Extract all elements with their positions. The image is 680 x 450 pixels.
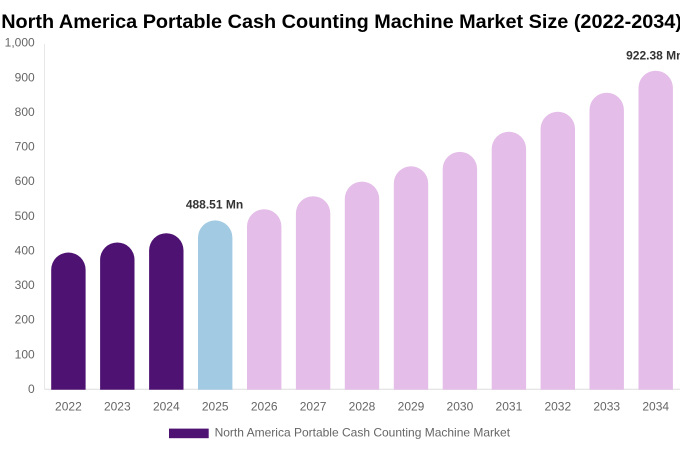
svg-text:2029: 2029 [398, 400, 425, 414]
svg-text:2026: 2026 [251, 400, 278, 414]
svg-text:2024: 2024 [153, 400, 180, 414]
svg-text:2027: 2027 [300, 400, 327, 414]
svg-text:400: 400 [15, 244, 35, 258]
svg-text:2032: 2032 [544, 400, 571, 414]
svg-text:922.38 Mn: 922.38 Mn [626, 49, 680, 63]
svg-text:North America Portable Cash Co: North America Portable Cash Counting Mac… [1, 11, 680, 33]
svg-text:500: 500 [15, 209, 35, 223]
svg-text:1,000: 1,000 [5, 36, 35, 50]
svg-text:300: 300 [15, 278, 35, 292]
svg-text:100: 100 [15, 347, 35, 361]
svg-text:2025: 2025 [202, 400, 229, 414]
svg-text:2023: 2023 [104, 400, 131, 414]
svg-text:0: 0 [28, 382, 35, 396]
svg-text:2034: 2034 [642, 400, 669, 414]
svg-text:200: 200 [15, 313, 35, 327]
svg-text:488.51 Mn: 488.51 Mn [186, 198, 243, 212]
svg-text:2033: 2033 [593, 400, 620, 414]
svg-text:2022: 2022 [55, 400, 82, 414]
svg-text:600: 600 [15, 174, 35, 188]
svg-text:North America Portable Cash Co: North America Portable Cash Counting Mac… [215, 426, 511, 440]
svg-text:800: 800 [15, 105, 35, 119]
svg-text:700: 700 [15, 140, 35, 154]
svg-text:2028: 2028 [349, 400, 376, 414]
svg-text:2030: 2030 [447, 400, 474, 414]
svg-text:900: 900 [15, 70, 35, 84]
svg-text:2031: 2031 [496, 400, 523, 414]
